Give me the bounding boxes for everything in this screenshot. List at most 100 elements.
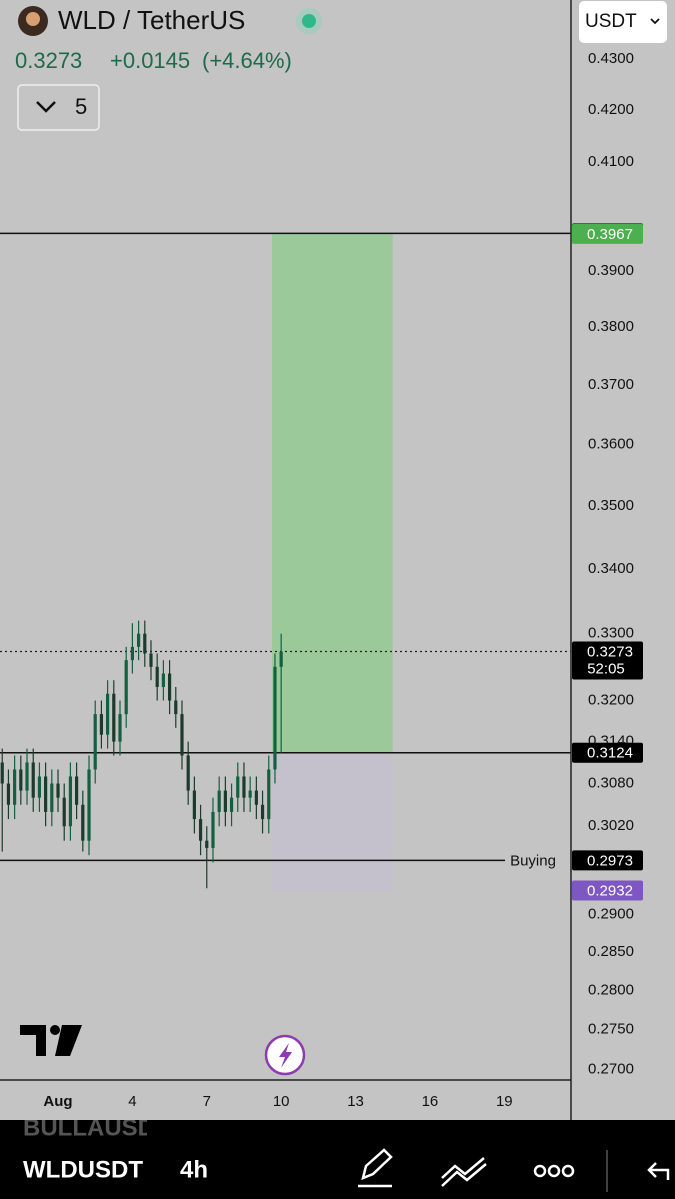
candle-body	[211, 811, 215, 848]
currency-label: USDT	[585, 11, 637, 32]
candle-body	[242, 776, 246, 798]
price-tag-box	[572, 880, 643, 901]
price-tag-label: 0.3124	[587, 745, 633, 762]
price-tag: 0.3124	[572, 742, 643, 763]
candle-body	[273, 666, 277, 770]
target-zone	[271, 233, 393, 753]
x-tick-label: 16	[422, 1093, 439, 1110]
candle-body	[279, 651, 283, 667]
candle-body	[180, 714, 184, 756]
candle-body	[124, 660, 128, 715]
candle-body	[149, 653, 153, 667]
candle-body	[37, 776, 42, 798]
draw-button[interactable]	[358, 1148, 393, 1188]
y-tick-label: 0.3020	[588, 817, 634, 834]
price-axis: 0.4300 0.4200 0.4100 0.3900 0.3800 0.3700 0.36…	[588, 50, 634, 1078]
candle-body	[174, 700, 178, 715]
candle-body	[248, 790, 252, 798]
y-tick-label: 0.4300	[588, 50, 634, 67]
candle-body	[112, 693, 116, 742]
candle-body	[186, 755, 190, 791]
candle-body	[81, 804, 85, 841]
indicator-count: 5	[75, 94, 87, 119]
price-tag: 0.2973	[572, 850, 643, 871]
candle-body	[93, 714, 97, 770]
x-tick-label: 7	[203, 1093, 211, 1110]
candle-body	[118, 714, 122, 742]
candle-body	[217, 790, 221, 812]
price-tag-box	[572, 742, 643, 763]
price-tag-label: 0.3967	[587, 226, 633, 243]
x-tick-label: 19	[496, 1093, 513, 1110]
hidden-symbol: BULLAUSDT	[23, 1114, 170, 1141]
candle-body	[56, 783, 60, 798]
candle-body	[254, 790, 258, 805]
candle-body	[161, 673, 165, 687]
time-axis: Aug 4 7 10 13 16 19	[43, 1093, 512, 1110]
candle-body	[50, 783, 54, 812]
stop-zone	[271, 752, 393, 891]
candle-body	[44, 776, 48, 812]
price-tag-box	[572, 641, 643, 680]
symbol-title[interactable]: WLD / TetherUS	[58, 5, 245, 35]
y-tick-label: 0.3500	[588, 497, 634, 514]
trend-button[interactable]	[441, 1157, 487, 1187]
y-tick-label: 0.3900	[588, 262, 634, 279]
price-tag-label: 0.2932	[587, 882, 633, 899]
candle-body	[75, 776, 79, 805]
price-tag: 0.3967	[572, 223, 643, 244]
y-tick-label: 0.3200	[588, 691, 634, 708]
price-tag: 0.2932	[572, 880, 643, 901]
toolbar-symbol[interactable]: WLDUSDT	[23, 1156, 143, 1183]
currency-select[interactable]	[579, 1, 667, 43]
candle-body	[13, 769, 17, 805]
candle-body	[143, 633, 147, 654]
candle-body	[19, 769, 23, 791]
candle-body	[62, 797, 66, 827]
y-tick-label: 0.3700	[588, 376, 634, 393]
x-tick-label: Aug	[43, 1093, 72, 1110]
indicator-toggle[interactable]	[17, 84, 100, 131]
x-tick-label: 13	[347, 1093, 364, 1110]
candle-body	[236, 776, 240, 798]
candle-body	[229, 797, 234, 812]
y-tick-label: 0.2850	[588, 943, 634, 960]
back-button[interactable]	[647, 1162, 670, 1180]
candle-body	[99, 714, 104, 735]
candle-body	[68, 776, 73, 827]
y-tick-label: 0.3300	[588, 625, 634, 642]
plot-area	[0, 232, 571, 891]
candle-body	[136, 633, 141, 647]
candle-body	[198, 819, 203, 841]
chevron	[36, 101, 56, 113]
y-tick-label: 0.3080	[588, 774, 634, 791]
toolbar-interval[interactable]: 4h	[180, 1156, 208, 1183]
candle-body	[205, 840, 209, 848]
candle-body	[25, 762, 29, 791]
bottom-toolbar	[0, 1120, 675, 1199]
more-button[interactable]	[533, 1164, 575, 1178]
symbol-logo-face	[26, 12, 40, 26]
countdown-label: 52:05	[587, 660, 625, 677]
y-tick-label: 0.2750	[588, 1021, 634, 1038]
x-tick-label: 4	[128, 1093, 136, 1110]
y-tick-label: 0.3800	[588, 318, 634, 335]
currency-chevron	[650, 18, 660, 25]
y-tick-label: 0.2900	[588, 905, 634, 922]
price-tag-box	[572, 850, 643, 871]
x-tick-label: 10	[273, 1093, 290, 1110]
price-tag-label: 0.3273	[587, 643, 633, 660]
candle-body	[267, 769, 271, 820]
status-dot	[302, 14, 316, 28]
candle-body	[6, 783, 11, 805]
flash-icon	[279, 1043, 292, 1068]
candle-body	[87, 769, 91, 841]
y-tick-label: 0.3400	[588, 560, 634, 577]
last-price: 0.3273	[15, 48, 82, 73]
y-tick-label: 0.3600	[588, 436, 634, 453]
price-tag-box	[572, 223, 643, 244]
candle-body	[192, 790, 196, 820]
price-tag-label: 0.2973	[587, 852, 633, 869]
